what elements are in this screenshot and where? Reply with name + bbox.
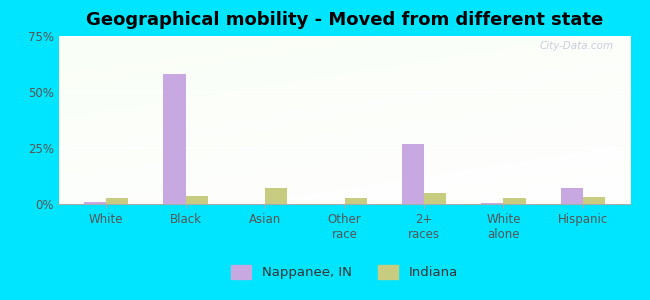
Bar <box>424 193 446 204</box>
Bar <box>481 203 503 204</box>
Bar <box>402 143 424 204</box>
Legend: Nappanee, IN, Indiana: Nappanee, IN, Indiana <box>226 260 463 285</box>
Text: City-Data.com: City-Data.com <box>540 41 614 51</box>
Bar <box>560 188 583 204</box>
Bar <box>163 74 186 204</box>
Bar <box>344 198 367 204</box>
Bar <box>106 198 129 204</box>
Bar <box>84 202 106 204</box>
Bar <box>265 188 287 204</box>
Title: Geographical mobility - Moved from different state: Geographical mobility - Moved from diffe… <box>86 11 603 29</box>
Bar <box>186 196 208 204</box>
Bar <box>503 198 526 204</box>
Bar <box>583 197 605 204</box>
